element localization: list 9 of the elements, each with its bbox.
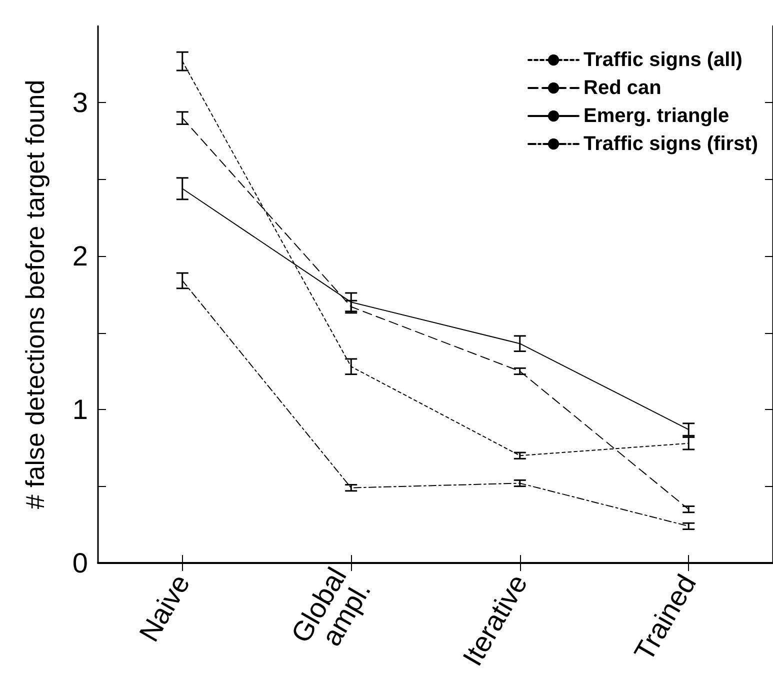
legend-label: Traffic signs (all) (584, 49, 742, 71)
y-tick-label: 0 (72, 548, 88, 578)
y-tick-label: 3 (72, 87, 88, 118)
legend-label: Red can (584, 77, 662, 99)
y-tick-label: 2 (72, 240, 88, 272)
legend-label: Emerg. triangle (584, 105, 730, 127)
y-tick-label: 1 (72, 394, 88, 426)
y-axis-title: # false detections before target found (20, 80, 50, 510)
legend-label: Traffic signs (first) (584, 133, 758, 155)
